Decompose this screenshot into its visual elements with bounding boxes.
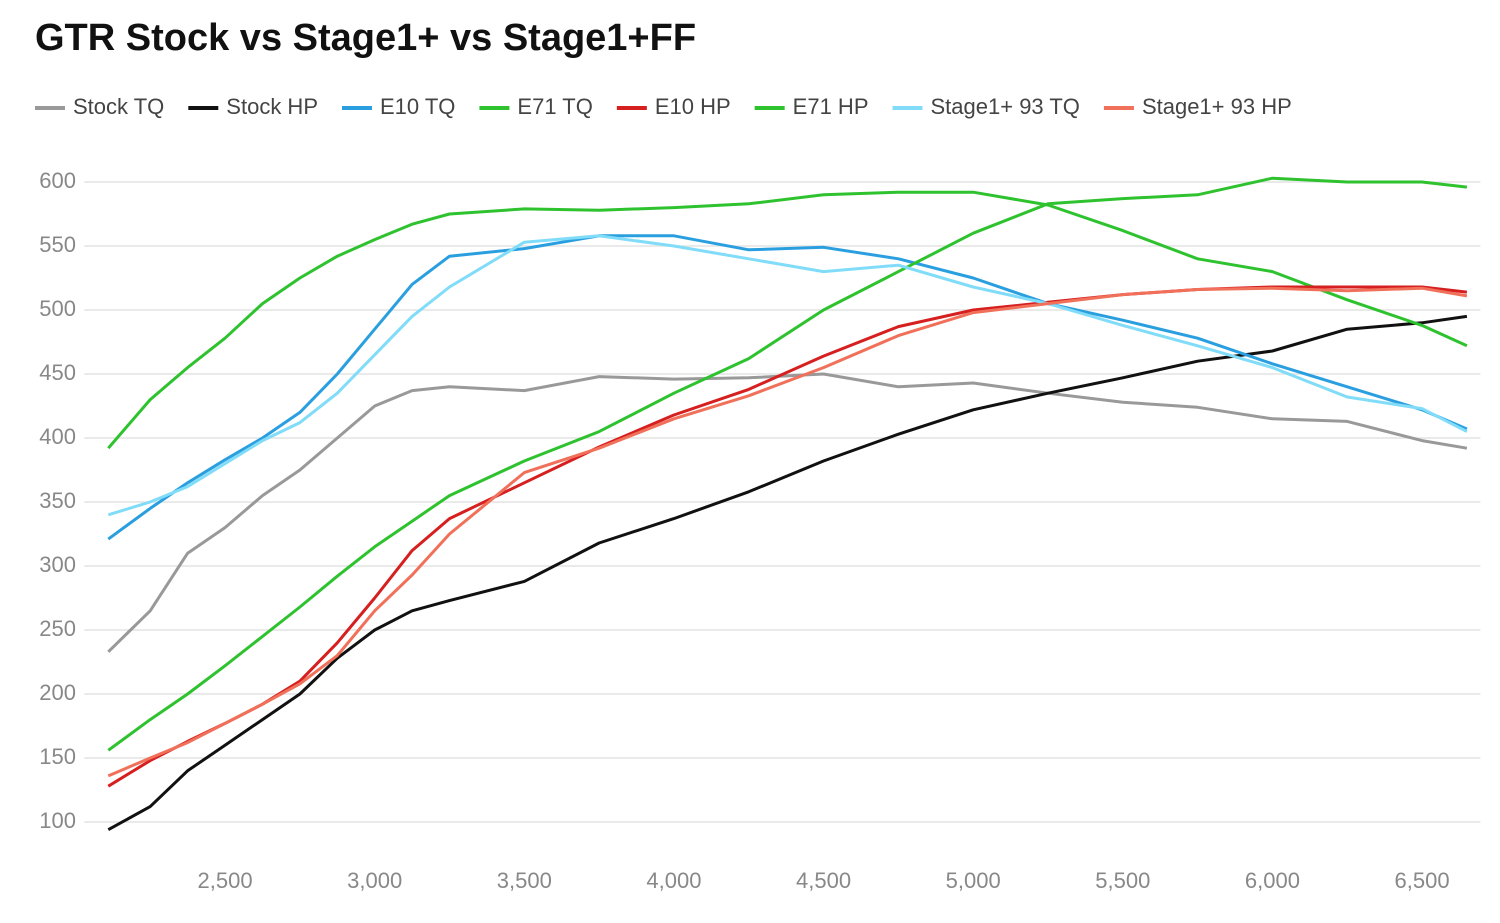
x-tick-label: 3,500 bbox=[497, 868, 552, 893]
y-tick-label: 200 bbox=[39, 680, 76, 705]
y-tick-label: 100 bbox=[39, 808, 76, 833]
y-tick-label: 350 bbox=[39, 488, 76, 513]
y-tick-label: 600 bbox=[39, 168, 76, 193]
y-tick-label: 400 bbox=[39, 424, 76, 449]
x-tick-label: 6,500 bbox=[1395, 868, 1450, 893]
chart-title: GTR Stock vs Stage1+ vs Stage1+FF bbox=[35, 17, 696, 59]
series-line bbox=[107, 286, 1468, 778]
legend-label: E71 HP bbox=[793, 94, 869, 119]
legend-label: E10 TQ bbox=[380, 94, 455, 119]
series-line bbox=[107, 234, 1468, 541]
x-tick-label: 4,000 bbox=[646, 868, 701, 893]
x-tick-label: 2,500 bbox=[198, 868, 253, 893]
legend-label: Stage1+ 93 TQ bbox=[931, 94, 1080, 119]
legend-label: Stock HP bbox=[226, 94, 318, 119]
series-line bbox=[107, 314, 1468, 832]
series-line bbox=[107, 234, 1468, 517]
legend-label: E10 HP bbox=[655, 94, 731, 119]
y-tick-label: 450 bbox=[39, 360, 76, 385]
legend-label: Stage1+ 93 HP bbox=[1142, 94, 1292, 119]
x-tick-label: 6,000 bbox=[1245, 868, 1300, 893]
x-tick-label: 4,500 bbox=[796, 868, 851, 893]
y-tick-label: 300 bbox=[39, 552, 76, 577]
series-line bbox=[107, 372, 1468, 653]
legend-label: E71 TQ bbox=[517, 94, 592, 119]
y-tick-label: 500 bbox=[39, 296, 76, 321]
x-tick-label: 5,500 bbox=[1095, 868, 1150, 893]
y-tick-label: 550 bbox=[39, 232, 76, 257]
y-tick-label: 250 bbox=[39, 616, 76, 641]
series-line bbox=[107, 176, 1468, 752]
legend-label: Stock TQ bbox=[73, 94, 164, 119]
series-line bbox=[107, 190, 1468, 450]
x-tick-label: 3,000 bbox=[347, 868, 402, 893]
x-tick-label: 5,000 bbox=[946, 868, 1001, 893]
y-tick-label: 150 bbox=[39, 744, 76, 769]
